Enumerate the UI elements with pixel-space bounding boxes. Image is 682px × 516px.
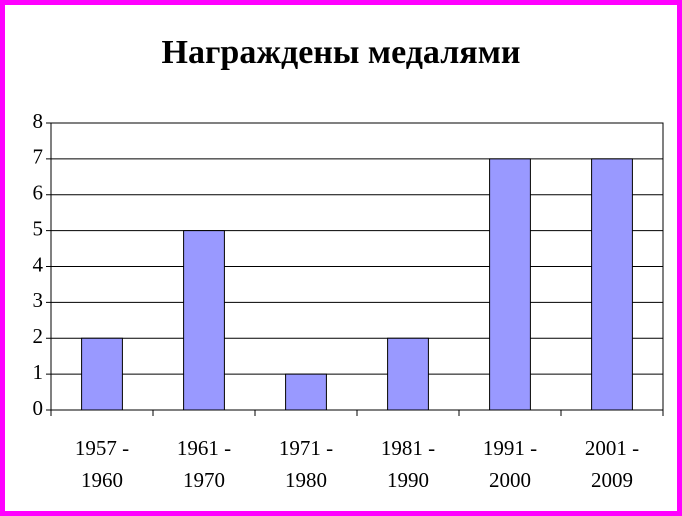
x-tick-label: 2001 - 2009	[584, 436, 640, 492]
bar	[285, 373, 327, 411]
x-tick-label: 1981 - 1990	[380, 436, 436, 492]
y-tick-label: 6	[33, 181, 44, 205]
y-tick-label: 1	[33, 360, 44, 384]
x-tick-label: 1991 - 2000	[482, 436, 538, 492]
y-tick-label: 0	[33, 396, 44, 420]
chart-title: Награждены медалями	[162, 34, 521, 71]
bar	[591, 158, 633, 411]
y-tick-label: 2	[33, 324, 44, 348]
x-tick-label: 1971 - 1980	[278, 436, 334, 492]
bar	[183, 230, 225, 411]
bar	[81, 337, 123, 411]
y-tick-label: 8	[33, 109, 44, 133]
y-tick-label: 4	[33, 252, 44, 276]
bar	[387, 337, 429, 411]
x-tick-label: 1961 - 1970	[176, 436, 232, 492]
y-tick-label: 7	[33, 145, 44, 169]
y-tick-label: 5	[33, 216, 44, 240]
y-tick-label: 3	[33, 288, 44, 312]
x-tick-label: 1957 - 1960	[74, 436, 130, 492]
bar	[489, 158, 531, 411]
chart: Награждены медалями 0 1 2 3 4 5 6 7 8	[33, 34, 664, 420]
